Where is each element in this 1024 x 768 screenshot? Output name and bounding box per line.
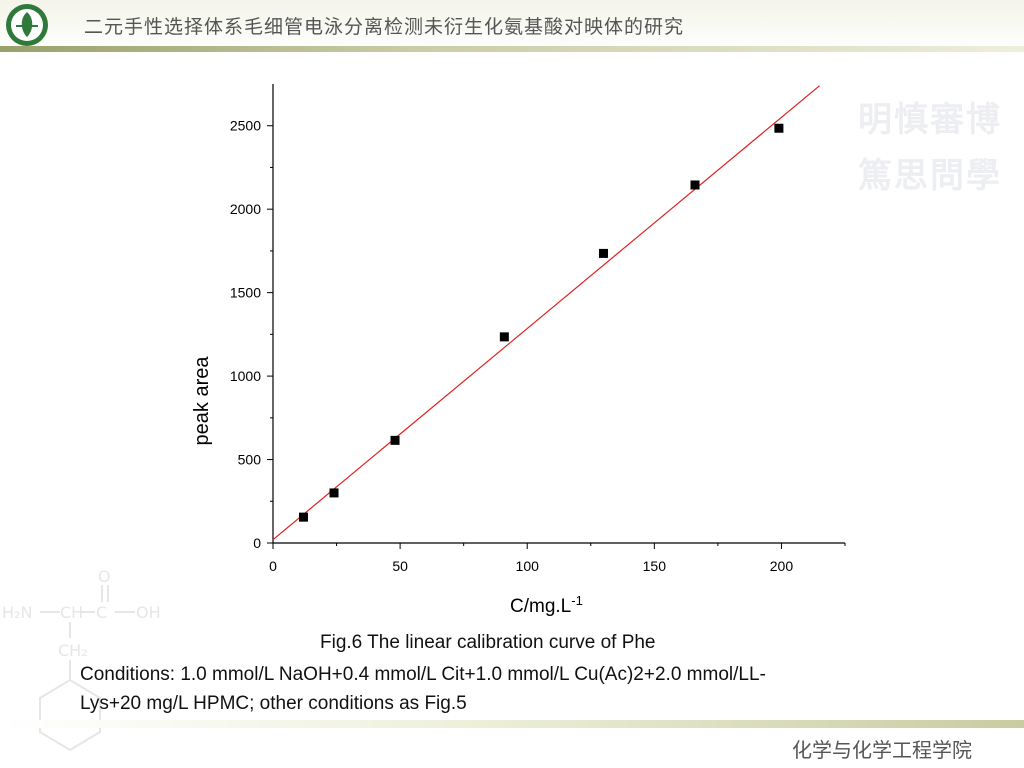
- x-tick-label: 0: [269, 558, 277, 574]
- data-point: [690, 180, 700, 190]
- x-tick-label: 100: [516, 558, 540, 574]
- footer-divider: [0, 720, 1024, 728]
- data-point: [390, 435, 400, 445]
- x-tick-label: 200: [770, 558, 794, 574]
- y-tick-label: 2000: [230, 201, 261, 217]
- chart-axes: 0 500 1000 1500 2000 2500 0 50 100 150 200: [230, 84, 846, 574]
- figure-caption: Fig.6 The linear calibration curve of Ph…: [320, 632, 656, 653]
- data-point: [598, 248, 608, 258]
- svg-text:OH: OH: [136, 603, 161, 622]
- data-point: [499, 332, 509, 342]
- calibration-chart: 0 500 1000 1500 2000 2500 0 50 100 150 200 peak ar…: [191, 84, 846, 618]
- data-point: [774, 123, 784, 133]
- svg-text:CH: CH: [60, 603, 83, 622]
- x-tick-label: 50: [392, 558, 408, 574]
- y-tick-label: 500: [238, 452, 262, 468]
- page-title: 二元手性选择体系毛细管电泳分离检测未衍生化氨基酸对映体的研究: [84, 16, 685, 38]
- footer-school-name: 化学与化学工程学院: [792, 738, 972, 762]
- motto-line-1: 明慎審博: [858, 100, 1002, 140]
- y-tick-label: 1000: [230, 368, 261, 384]
- svg-text:C: C: [96, 603, 107, 622]
- data-point: [329, 488, 339, 498]
- header-divider: [0, 46, 1024, 52]
- svg-text:CH₂: CH₂: [58, 641, 88, 660]
- y-tick-label: 1500: [230, 285, 261, 301]
- x-axis-label-exponent: -1: [571, 593, 583, 608]
- svg-text:O: O: [98, 567, 111, 586]
- chart-marks: [272, 85, 820, 541]
- data-point: [299, 512, 309, 522]
- university-logo-icon: [6, 4, 48, 46]
- figure-conditions-line-1: Conditions: 1.0 mmol/L NaOH+0.4 mmol/L C…: [80, 664, 766, 685]
- x-tick-label: 150: [643, 558, 667, 574]
- motto-line-2: 篤思問學: [858, 156, 1002, 196]
- y-tick-label: 2500: [230, 118, 261, 134]
- phenylalanine-structure-watermark: H₂N CH C O OH CH₂: [2, 567, 161, 752]
- x-axis-label: C/mg.L-1: [510, 593, 583, 618]
- y-tick-label: 0: [253, 535, 261, 551]
- y-axis-label: peak area: [191, 356, 213, 446]
- linear-fit-line: [272, 85, 820, 541]
- svg-text:H₂N: H₂N: [2, 603, 32, 622]
- figure-conditions-line-2: Lys+20 mg/L HPMC; other conditions as Fi…: [80, 693, 467, 714]
